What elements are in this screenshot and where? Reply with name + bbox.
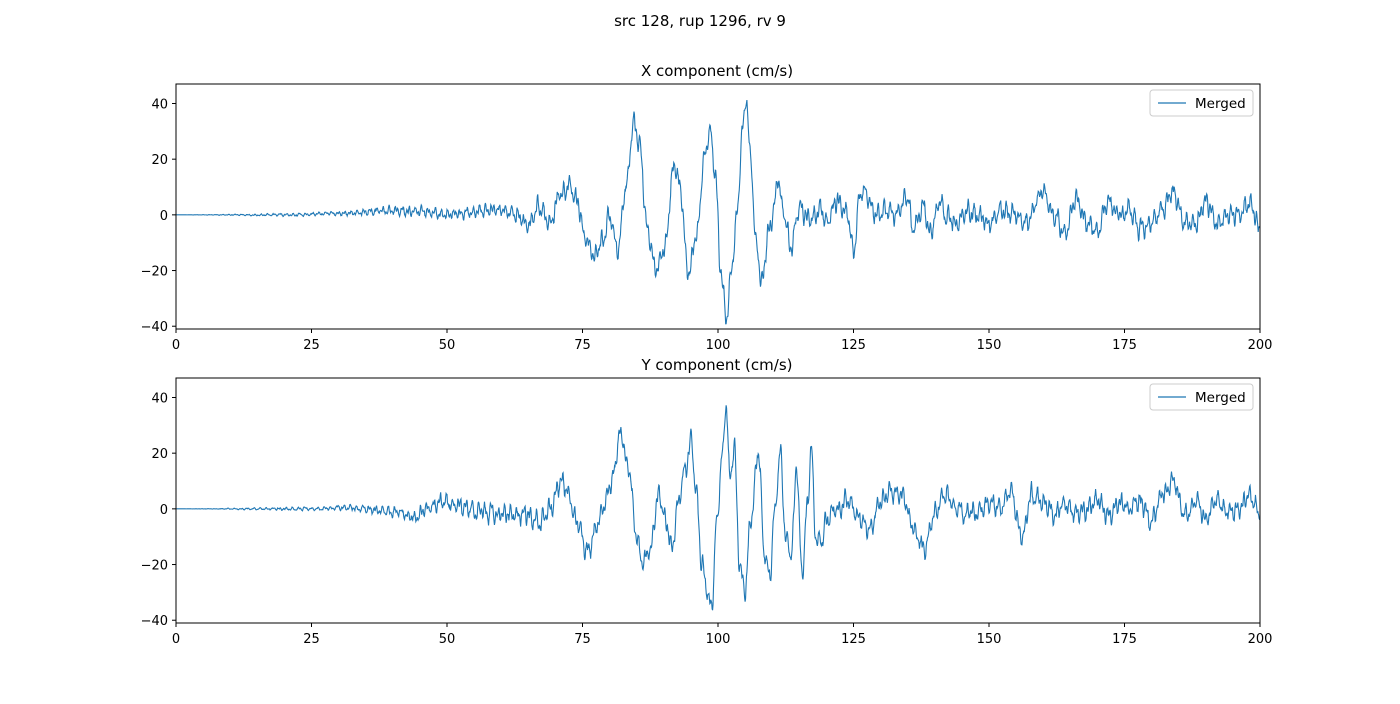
- x-tick-label: 50: [439, 338, 456, 353]
- y-component-panel: Y component (cm/s) 0 25 50 75 100 125 150 175 20…: [141, 356, 1273, 647]
- x-tick-label: 150: [977, 632, 1002, 647]
- x-tick-label: 150: [977, 338, 1002, 353]
- x-tick-label: 100: [706, 338, 731, 353]
- y-tick-label: 0: [160, 209, 168, 224]
- x-tick-label: 75: [574, 632, 591, 647]
- x-tick-label: 75: [574, 338, 591, 353]
- y-tick-label: 20: [151, 153, 168, 168]
- y-tick-label: 40: [151, 97, 168, 112]
- x-tick-label: 200: [1248, 632, 1273, 647]
- y-tick-label: −20: [141, 559, 168, 574]
- legend: Merged: [1149, 383, 1254, 411]
- x-tick-label: 175: [1112, 632, 1137, 647]
- y-tick-label: −20: [141, 265, 168, 280]
- x-tick-label: 200: [1248, 338, 1273, 353]
- series-line-merged: [176, 100, 1260, 325]
- x-tick-label: 50: [439, 632, 456, 647]
- x-tick-label: 0: [172, 338, 180, 353]
- x-tick-label: 0: [172, 632, 180, 647]
- x-tick-label: 125: [841, 632, 866, 647]
- y-tick-label: −40: [141, 320, 168, 335]
- legend-label: Merged: [1195, 390, 1246, 406]
- y-tick-label: 0: [160, 503, 168, 518]
- x-tick-label: 100: [706, 632, 731, 647]
- y-tick-label: −40: [141, 614, 168, 629]
- x-tick-label: 175: [1112, 338, 1137, 353]
- x-tick-label: 25: [303, 338, 320, 353]
- series-line-merged: [176, 405, 1260, 611]
- y-tick-label: 40: [151, 391, 168, 406]
- x-tick-label: 25: [303, 632, 320, 647]
- x-tick-label: 125: [841, 338, 866, 353]
- y-component-title: Y component (cm/s): [641, 356, 793, 374]
- legend-label: Merged: [1195, 96, 1246, 112]
- x-component-title: X component (cm/s): [641, 62, 793, 80]
- figure-suptitle: src 128, rup 1296, rv 9: [614, 12, 786, 30]
- legend: Merged: [1149, 89, 1254, 117]
- y-tick-label: 20: [151, 447, 168, 462]
- x-component-panel: X component (cm/s) 0 25 50 75 100 125 150 175 20…: [141, 62, 1273, 353]
